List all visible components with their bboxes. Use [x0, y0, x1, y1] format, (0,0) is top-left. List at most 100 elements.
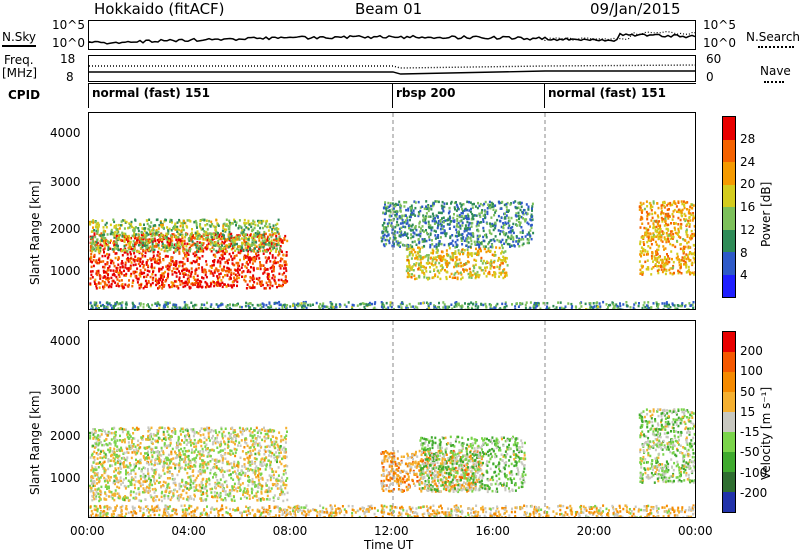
data-cell [102, 260, 105, 263]
data-cell [104, 270, 107, 274]
data-cell [553, 308, 556, 309]
data-cell [209, 285, 212, 288]
data-cell [218, 273, 221, 276]
data-cell [212, 233, 215, 236]
data-cell [186, 242, 189, 246]
data-cell [103, 271, 105, 274]
data-cell [190, 244, 193, 247]
data-cell [422, 214, 425, 217]
data-cell [401, 222, 404, 225]
data-cell [273, 279, 276, 283]
data-cell [96, 304, 99, 308]
data-cell [182, 268, 185, 272]
data-cell [666, 234, 669, 237]
data-cell [486, 260, 488, 263]
data-cell [128, 283, 130, 287]
data-cell [683, 218, 686, 221]
data-cell [529, 224, 532, 227]
data-cell [271, 256, 274, 259]
data-cell [248, 279, 251, 283]
nsearch-label: N.Search [746, 30, 800, 44]
data-cell [194, 282, 197, 285]
data-cell [228, 306, 231, 309]
data-cell [407, 247, 410, 250]
data-cell [684, 201, 687, 205]
data-cell [179, 260, 182, 264]
data-cell [155, 242, 158, 245]
data-cell [434, 273, 437, 276]
data-cell [405, 208, 408, 212]
data-cell [667, 307, 670, 309]
data-cell [124, 232, 127, 236]
data-cell [373, 306, 376, 309]
data-cell [195, 224, 198, 227]
data-cell [446, 271, 449, 274]
data-cell [239, 258, 241, 262]
data-cell [656, 265, 658, 268]
data-cell [198, 257, 201, 260]
data-cell [156, 233, 159, 236]
data-cell [323, 308, 326, 309]
data-cell [166, 305, 169, 308]
data-cell [421, 240, 424, 243]
data-cell [498, 308, 500, 309]
data-cell [201, 255, 204, 258]
data-cell [655, 243, 658, 246]
data-cell [492, 228, 495, 232]
data-cell [184, 304, 187, 307]
data-cell [412, 213, 414, 216]
data-cell [473, 214, 476, 217]
data-cell [425, 229, 427, 232]
data-cell [253, 255, 256, 259]
data-cell [542, 301, 545, 305]
data-cell [430, 226, 433, 230]
data-cell [688, 309, 690, 310]
data-cell [115, 237, 118, 240]
data-cell [113, 234, 116, 237]
data-cell [94, 303, 97, 307]
data-cell [272, 269, 275, 273]
nsky-legend-line [2, 45, 36, 47]
data-cell [148, 248, 151, 252]
data-cell [174, 249, 177, 252]
data-cell [225, 285, 228, 288]
data-cell [234, 249, 237, 252]
data-cell [254, 223, 257, 227]
data-cell [263, 287, 266, 290]
data-cell [490, 225, 492, 228]
data-cell [141, 254, 144, 257]
data-cell [508, 236, 511, 240]
data-cell [454, 246, 457, 249]
data-cell [110, 476, 112, 479]
data-cell [115, 266, 118, 270]
data-cell [128, 258, 131, 262]
data-cell [454, 208, 456, 211]
data-cell [436, 305, 439, 309]
data-cell [198, 241, 201, 244]
data-cell [482, 220, 485, 223]
data-cell [271, 284, 274, 288]
data-cell [663, 267, 666, 271]
data-cell [433, 305, 436, 309]
data-cell [127, 237, 129, 241]
data-cell [689, 238, 692, 241]
data-cell [189, 237, 192, 240]
data-cell [99, 282, 102, 285]
data-cell [578, 307, 581, 309]
data-cell [686, 255, 689, 259]
data-cell [142, 266, 145, 269]
power-ytick: 2000 [50, 222, 81, 236]
data-cell [569, 309, 571, 310]
data-cell [219, 262, 222, 265]
data-cell [531, 202, 534, 206]
data-cell [302, 304, 305, 307]
data-cell [278, 283, 280, 287]
data-cell [392, 245, 395, 248]
data-cell [211, 264, 214, 267]
data-cell [254, 232, 257, 235]
data-cell [250, 243, 253, 247]
data-cell [147, 280, 150, 283]
data-cell [204, 273, 207, 277]
data-cell [93, 435, 96, 439]
data-cell [209, 305, 212, 308]
